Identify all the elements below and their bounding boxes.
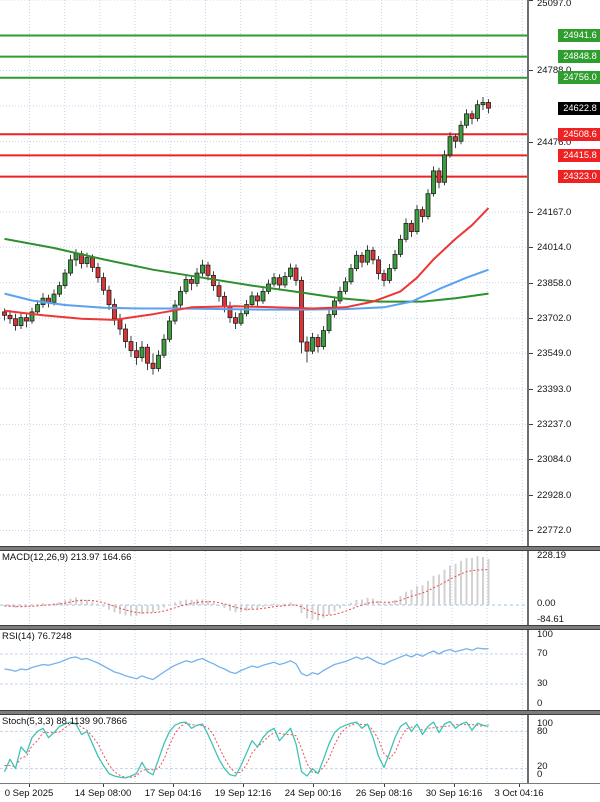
stoch-axis-80: 80 [537,726,548,737]
price-tick [529,247,533,249]
macd-axis-min: -84.61 [537,614,564,625]
time-tick [103,784,104,787]
time-tick [519,784,520,787]
panel-separator[interactable] [0,625,600,630]
price-tick-label: 24167.0 [537,207,572,219]
time-axis-label: 0 Sep 2025 [4,788,54,799]
time-axis-label: 3 Oct 04:16 [494,788,544,799]
time-axis-label: 14 Sep 08:00 [74,788,132,799]
panel-separator[interactable] [0,546,600,551]
support-level-badge: 24508.6 [558,127,600,141]
time-tick [384,784,385,787]
macd-indicator-label: MACD(12,26,9) 213.97 164.66 [2,552,132,563]
price-tick-label: 23702.0 [537,313,572,325]
resistance-level-badge: 24756.0 [558,71,600,85]
price-tick-label: 23549.0 [537,348,572,360]
rsi-chart[interactable] [0,630,527,710]
rsi-axis-100: 100 [537,629,553,640]
support-level-badge: 24323.0 [558,170,600,184]
price-tick [529,353,533,355]
price-tick [529,141,533,143]
stochastic-indicator-label: Stoch(5,3,3) 88.1139 90.7866 [2,716,128,727]
stoch-axis-0: 0 [537,769,543,780]
time-axis-label: 19 Sep 12:16 [214,788,272,799]
macd-axis-zero: 0.00 [537,598,556,609]
rsi-indicator-label: RSI(14) 76.7248 [2,631,72,642]
stochastic-indicator-panel[interactable] [0,715,527,783]
candlestick-chart-panel[interactable] [0,0,527,546]
resistance-level-badge: 24848.8 [558,50,600,64]
time-axis[interactable]: 0 Sep 2025 14 Sep 08:00 17 Sep 04:16 19 Sep… [0,783,600,802]
price-tick-label: 23237.0 [537,419,572,431]
time-axis-label: 17 Sep 04:16 [144,788,202,799]
support-level-badge: 24415.8 [558,148,600,162]
macd-chart[interactable] [0,551,527,625]
time-axis-label: 24 Sep 00:16 [284,788,342,799]
price-tick-label: 22928.0 [537,489,572,501]
stoch-axis-20: 20 [537,761,548,772]
rsi-axis-70: 70 [537,648,548,659]
price-tick-label: 25097.0 [537,0,572,9]
price-tick-label: 23393.0 [537,383,572,395]
time-axis-label: 30 Sep 16:16 [425,788,483,799]
price-tick [529,494,533,496]
rsi-indicator-panel[interactable] [0,630,527,710]
price-tick-label: 22772.0 [537,525,572,537]
price-tick [529,459,533,461]
price-tick [529,282,533,284]
price-tick [529,212,533,214]
price-tick [529,0,533,1]
time-tick [313,784,314,787]
time-axis-label: 26 Sep 08:16 [355,788,413,799]
price-tick [529,318,533,320]
price-tick-label: 23858.0 [537,277,572,289]
stochastic-chart[interactable] [0,715,527,783]
price-tick [529,530,533,532]
price-tick-label: 24476.0 [537,136,572,148]
price-tick [529,424,533,426]
price-tick-label: 24014.0 [537,242,572,254]
panel-separator[interactable] [0,710,600,715]
rsi-axis-0: 0 [537,698,543,709]
macd-axis-max: 228.19 [537,550,567,561]
time-tick [29,784,30,787]
macd-indicator-panel[interactable] [0,551,527,625]
price-tick-label: 24788.0 [537,65,572,77]
current-price-badge: 24622.8 [558,101,600,115]
price-axis[interactable]: 228.19 0.00 -84.61 100 70 30 0 100 80 20… [527,0,600,802]
time-tick [243,784,244,787]
price-tick [529,70,533,72]
time-tick [173,784,174,787]
time-tick [454,784,455,787]
stoch-axis-100: 100 [537,718,553,729]
candlestick-chart[interactable] [0,0,527,546]
price-tick [529,388,533,390]
price-tick-label: 23084.0 [537,454,572,466]
resistance-level-badge: 24941.6 [558,28,600,42]
rsi-axis-30: 30 [537,678,548,689]
